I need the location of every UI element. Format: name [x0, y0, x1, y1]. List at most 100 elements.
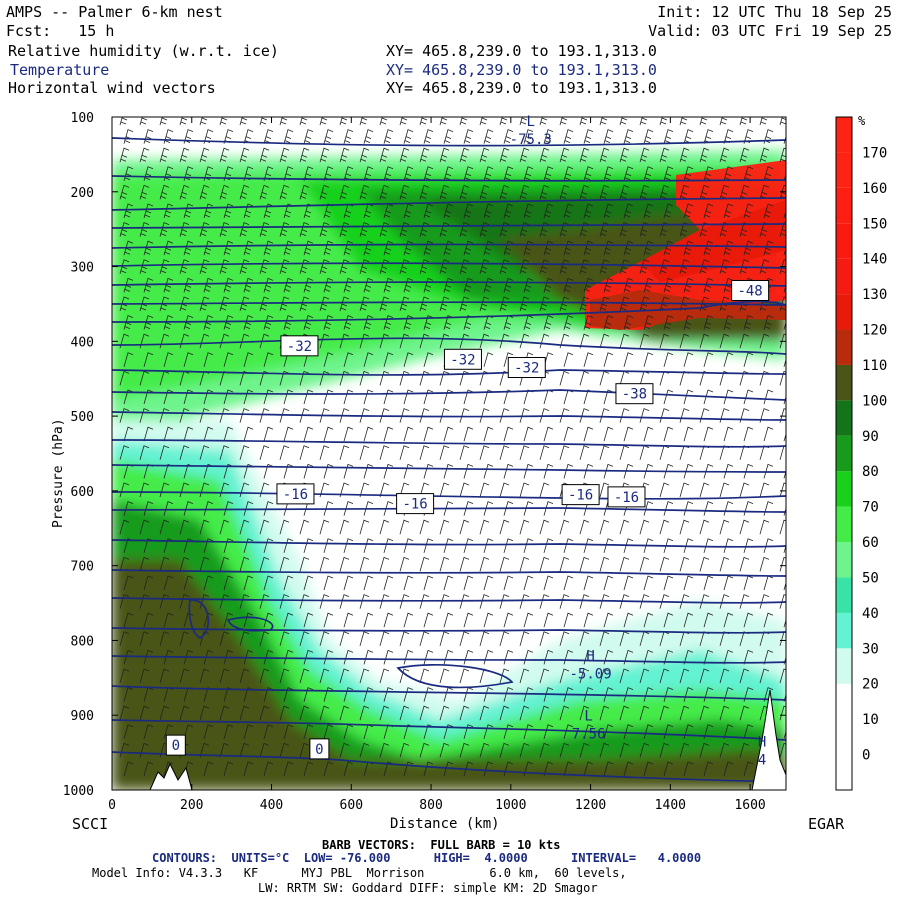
wind-barb [663, 649, 674, 665]
rh-field [112, 117, 786, 790]
wind-barb [263, 352, 274, 367]
wind-barb [539, 147, 550, 163]
wind-barb [319, 184, 330, 200]
wind-barb [763, 426, 774, 442]
wind-barb [179, 631, 190, 646]
wind-barb [763, 612, 774, 628]
wind-barb [683, 575, 694, 591]
wind-barb [239, 668, 250, 684]
wind-barb [219, 631, 230, 646]
wind-barb [263, 240, 274, 256]
wind-barb [203, 724, 214, 739]
wind-barb [639, 594, 650, 609]
wind-barb [743, 426, 754, 442]
wind-barb [363, 389, 374, 405]
wind-barb [423, 240, 434, 256]
wind-barb [439, 482, 450, 498]
contour-label-box [561, 484, 600, 506]
wind-barb [123, 687, 134, 702]
wind-barb [303, 240, 314, 256]
wind-barb [439, 519, 450, 535]
wind-barb [243, 426, 254, 442]
wind-barb [423, 575, 434, 591]
wind-barb [683, 352, 694, 367]
colorbar-bin [836, 400, 852, 436]
wind-barb [139, 556, 150, 572]
contour-label-box [165, 734, 186, 756]
wind-barb [303, 575, 314, 591]
wind-barb [463, 129, 474, 144]
wind-barb [379, 296, 390, 312]
wind-barb [639, 117, 648, 126]
wind-barb [279, 594, 290, 609]
wind-barb [263, 724, 274, 739]
wind-barb [139, 668, 150, 684]
wind-barb [403, 389, 414, 405]
wind-barb [379, 184, 390, 200]
wind-barb [479, 147, 490, 163]
wind-barb [359, 519, 370, 535]
wind-barb [603, 352, 614, 367]
plot-frame [111, 116, 787, 791]
colorbar-label: 40 [862, 606, 879, 622]
wind-barb [119, 222, 130, 237]
contour-label-box [507, 357, 546, 379]
wind-barb [323, 240, 334, 256]
wind-barb [559, 370, 570, 386]
wind-barb [743, 463, 754, 479]
wind-barb [623, 352, 634, 367]
wind-barb [583, 575, 594, 591]
wind-barb [519, 668, 530, 684]
wind-barb [519, 184, 530, 200]
wind-barb [119, 556, 130, 572]
wind-barb [739, 482, 750, 498]
wind-barb [643, 687, 654, 702]
wind-barb [719, 519, 730, 535]
wind-barb [783, 507, 786, 516]
temperature-contour [112, 389, 786, 401]
wind-barb [739, 333, 750, 349]
wind-barb [443, 166, 454, 181]
wind-barb [183, 389, 194, 405]
wind-barb [563, 612, 574, 628]
wind-barb [739, 668, 750, 684]
wind-barb [339, 631, 350, 646]
wind-barb [619, 259, 630, 274]
wind-barb [643, 575, 654, 591]
wind-barb [623, 612, 634, 628]
wind-barb [539, 296, 550, 312]
wind-barb [139, 594, 150, 609]
wind-barb [243, 538, 254, 553]
wind-barb [239, 445, 250, 460]
wind-barb [339, 705, 350, 721]
wind-barb [399, 222, 410, 237]
wind-barb [759, 668, 770, 684]
colorbar-bin [836, 223, 852, 259]
wind-barb [403, 426, 414, 442]
wind-barb [323, 761, 334, 777]
wind-barb [343, 277, 354, 293]
wind-barb [499, 556, 510, 572]
wind-barb [199, 742, 210, 758]
wind-barb [339, 594, 350, 609]
wind-barb [523, 203, 534, 219]
contour-label: -16 [568, 488, 593, 504]
wind-barb [643, 277, 654, 293]
wind-barb [139, 333, 150, 349]
wind-barb [499, 631, 510, 646]
wind-barb [299, 631, 310, 646]
wind-barb [563, 240, 574, 256]
wind-barb [703, 240, 714, 256]
wind-barb [279, 705, 290, 721]
temperature-contour [112, 685, 786, 701]
wind-barb [643, 203, 654, 219]
wind-barb [299, 445, 310, 460]
colorbar-bin [836, 648, 852, 684]
x-tick-label: 600 [340, 798, 363, 813]
temperature-contour [112, 300, 786, 323]
wind-barb [659, 147, 670, 163]
wind-barb [583, 538, 594, 553]
contour-note: CONTOURS: UNITS=°C LOW= -76.000 HIGH= 4.… [152, 851, 702, 865]
wind-barb [523, 463, 534, 479]
wind-barb [219, 117, 228, 126]
